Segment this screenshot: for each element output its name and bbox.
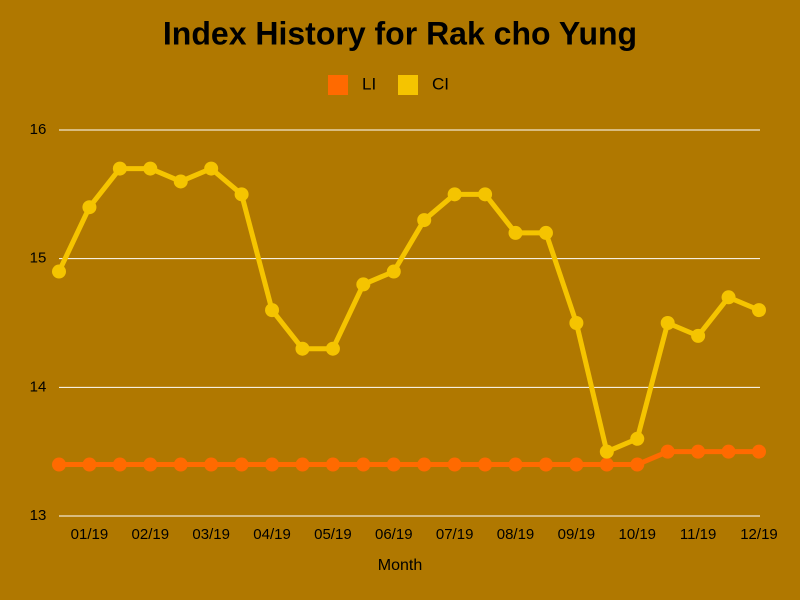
point xyxy=(356,457,371,472)
point xyxy=(295,341,310,356)
point xyxy=(569,457,584,472)
point xyxy=(752,444,766,459)
point xyxy=(599,457,614,472)
x-tick-label: 01/19 xyxy=(71,526,109,543)
point xyxy=(52,264,66,279)
point xyxy=(691,444,706,459)
point xyxy=(325,341,340,356)
legend-swatch xyxy=(328,75,348,95)
point xyxy=(752,303,766,318)
point xyxy=(721,290,736,305)
series-line xyxy=(56,166,760,455)
y-tick-label: 15 xyxy=(30,250,47,267)
point xyxy=(660,316,675,330)
point xyxy=(52,457,66,472)
point xyxy=(265,457,280,472)
x-tick-label: 12/19 xyxy=(740,526,778,543)
point xyxy=(82,200,97,215)
point xyxy=(417,213,432,228)
x-tick-label: 07/19 xyxy=(436,526,474,543)
point xyxy=(660,444,675,459)
point xyxy=(325,457,340,472)
point xyxy=(630,457,645,472)
point xyxy=(143,457,158,472)
point xyxy=(356,277,371,292)
point xyxy=(599,444,614,459)
point xyxy=(447,187,462,202)
legend-label: CI xyxy=(432,74,449,93)
point xyxy=(538,457,553,472)
point xyxy=(447,457,462,472)
point xyxy=(417,457,432,472)
point xyxy=(630,431,645,446)
point xyxy=(82,457,97,472)
x-tick-label: 06/19 xyxy=(375,526,413,543)
legend-swatch xyxy=(398,75,418,95)
x-tick-label: 08/19 xyxy=(497,526,535,543)
x-tick-label: 03/19 xyxy=(192,526,230,543)
y-tick-label: 16 xyxy=(30,121,47,138)
point xyxy=(538,225,553,240)
y-tick-label: 13 xyxy=(30,507,47,524)
point xyxy=(386,264,401,279)
point xyxy=(112,457,127,472)
x-tick-label: 10/19 xyxy=(618,526,656,543)
point xyxy=(112,161,127,176)
point xyxy=(721,444,736,459)
point xyxy=(508,457,523,472)
x-tick-label: 09/19 xyxy=(558,526,596,543)
y-tick-label: 14 xyxy=(30,378,47,395)
point xyxy=(204,161,219,176)
point xyxy=(478,187,493,202)
legend-label: LI xyxy=(362,74,376,93)
point xyxy=(173,457,188,472)
x-tick-label: 11/19 xyxy=(680,526,716,543)
point xyxy=(386,457,401,472)
point xyxy=(204,457,219,472)
series-line xyxy=(59,449,759,468)
x-tick-label: 02/19 xyxy=(132,526,170,543)
point xyxy=(508,225,523,240)
point xyxy=(265,303,280,318)
point xyxy=(478,457,493,472)
x-axis-title: Month xyxy=(378,557,422,574)
point xyxy=(234,457,249,472)
x-tick-label: 05/19 xyxy=(314,526,352,543)
chart-title: Index History for Rak cho Yung xyxy=(163,15,637,51)
point xyxy=(295,457,310,472)
point xyxy=(234,187,249,202)
point xyxy=(569,316,584,330)
point xyxy=(691,328,706,343)
point xyxy=(173,174,188,189)
point xyxy=(143,161,158,176)
x-tick-label: 04/19 xyxy=(253,526,291,543)
